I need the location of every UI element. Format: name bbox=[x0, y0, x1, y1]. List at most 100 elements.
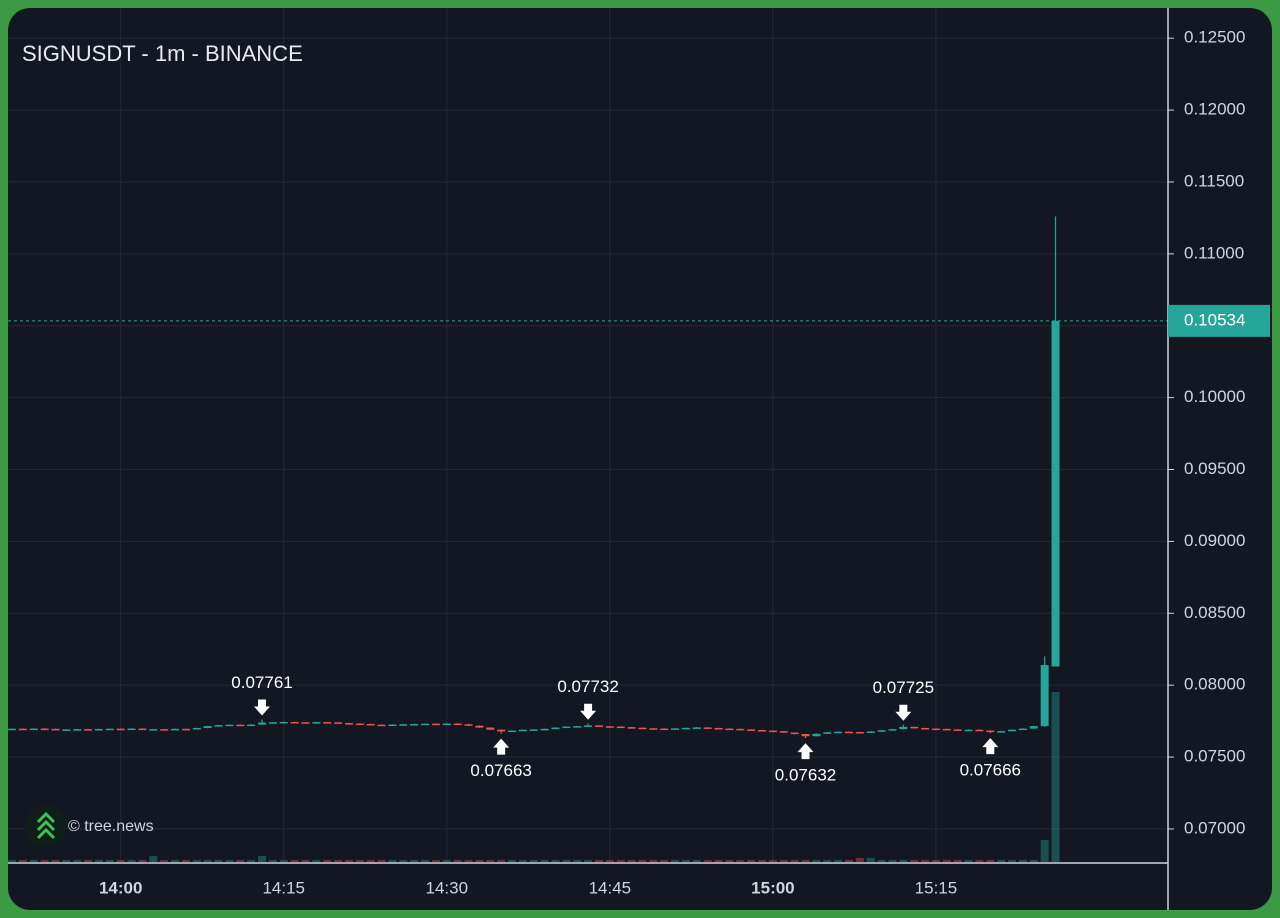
candle-body bbox=[736, 728, 745, 731]
candle-body bbox=[594, 725, 603, 727]
chart-title: SIGNUSDT - 1m - BINANCE bbox=[22, 41, 303, 66]
volume-bar bbox=[73, 860, 82, 862]
volume-bar bbox=[736, 860, 745, 862]
candle-body bbox=[171, 728, 180, 731]
candle-body bbox=[51, 728, 60, 731]
candle-body bbox=[671, 728, 680, 730]
candle-body bbox=[1040, 665, 1049, 727]
volume-bar bbox=[453, 860, 462, 862]
candle-body bbox=[910, 726, 919, 729]
volume-bar bbox=[529, 860, 538, 862]
candle-body bbox=[290, 721, 299, 724]
volume-bar bbox=[692, 860, 701, 862]
candle-body bbox=[812, 733, 821, 737]
volume-bar bbox=[899, 860, 908, 862]
candle-body bbox=[758, 730, 767, 732]
candle-body bbox=[1008, 729, 1017, 732]
volume-bar bbox=[268, 860, 277, 862]
candle-body bbox=[1051, 320, 1060, 667]
marker-arrow bbox=[254, 699, 271, 716]
marker-label: 0.07632 bbox=[775, 766, 836, 785]
y-tick-label: 0.07000 bbox=[1184, 818, 1245, 837]
volume-bar bbox=[421, 860, 430, 862]
candle-body bbox=[464, 724, 473, 726]
volume-bar bbox=[790, 860, 799, 862]
volume-bar bbox=[84, 860, 93, 862]
volume-bar bbox=[388, 860, 397, 862]
volume-bar bbox=[1040, 840, 1049, 862]
volume-bar bbox=[312, 860, 321, 862]
marker-label: 0.07663 bbox=[470, 761, 531, 780]
candle-body bbox=[584, 725, 593, 727]
volume-bar bbox=[62, 860, 71, 862]
volume-bar bbox=[801, 860, 810, 862]
volume-bar bbox=[681, 860, 690, 862]
volume-bar bbox=[377, 860, 386, 862]
volume-bar bbox=[366, 860, 375, 862]
y-tick-label: 0.09000 bbox=[1184, 531, 1245, 550]
candle-body bbox=[214, 725, 223, 727]
volume-bar bbox=[399, 860, 408, 862]
volume-bar bbox=[725, 860, 734, 862]
panel bbox=[8, 8, 1272, 910]
volume-bar bbox=[942, 860, 951, 862]
candle-body bbox=[247, 724, 256, 727]
volume-bar bbox=[649, 860, 658, 862]
volume-bar bbox=[214, 860, 223, 862]
candle-body bbox=[225, 724, 234, 727]
candle-body bbox=[518, 729, 527, 732]
candle-body bbox=[986, 730, 995, 733]
candle-body bbox=[855, 732, 864, 734]
volume-bar bbox=[127, 860, 136, 862]
volume-bar bbox=[51, 860, 60, 862]
candle-body bbox=[18, 728, 27, 731]
volume-bar bbox=[997, 860, 1006, 862]
candle-body bbox=[1018, 728, 1027, 731]
volume-bar bbox=[290, 860, 299, 862]
volume-bar bbox=[29, 860, 38, 862]
candle-body bbox=[192, 728, 201, 730]
y-tick-label: 0.11000 bbox=[1184, 243, 1244, 262]
volume-bar bbox=[497, 860, 506, 862]
candle-body bbox=[942, 728, 951, 731]
candle-body bbox=[692, 727, 701, 729]
volume-bar bbox=[1051, 692, 1060, 862]
candle-body bbox=[551, 727, 560, 730]
volume-bar bbox=[953, 860, 962, 862]
candle-body bbox=[997, 731, 1006, 733]
volume-bar bbox=[344, 860, 353, 862]
candle-body bbox=[94, 729, 103, 731]
volume-bar bbox=[355, 860, 364, 862]
y-tick-label: 0.10000 bbox=[1184, 387, 1245, 406]
volume-bar bbox=[866, 858, 875, 862]
candle-body bbox=[747, 729, 756, 731]
candle-body bbox=[714, 728, 723, 730]
volume-bar bbox=[8, 860, 16, 862]
marker-label: 0.07761 bbox=[231, 673, 292, 692]
x-tick-label: 14:30 bbox=[426, 878, 469, 897]
candle-body bbox=[508, 730, 517, 733]
volume-layer bbox=[8, 692, 1060, 862]
candle-body bbox=[312, 722, 321, 724]
candle-body bbox=[29, 728, 38, 731]
candle-body bbox=[964, 729, 973, 732]
candle-body bbox=[160, 729, 169, 731]
volume-bar bbox=[258, 856, 267, 862]
y-tick-label: 0.09500 bbox=[1184, 459, 1245, 478]
candle-body bbox=[431, 723, 440, 726]
last-price-label: 0.10534 bbox=[1184, 310, 1245, 329]
volume-bar bbox=[192, 860, 201, 862]
candle-body bbox=[779, 731, 788, 733]
candle-body bbox=[834, 731, 843, 734]
volume-bar bbox=[203, 860, 212, 862]
candle-body bbox=[344, 723, 353, 725]
candle-layer bbox=[8, 216, 1060, 739]
marker-arrow bbox=[895, 704, 912, 721]
volume-bar bbox=[301, 860, 310, 862]
candle-body bbox=[605, 726, 614, 728]
volume-bar bbox=[116, 860, 125, 862]
marker-arrow bbox=[493, 738, 510, 755]
candle-body bbox=[573, 726, 582, 728]
candle-body bbox=[399, 724, 408, 726]
